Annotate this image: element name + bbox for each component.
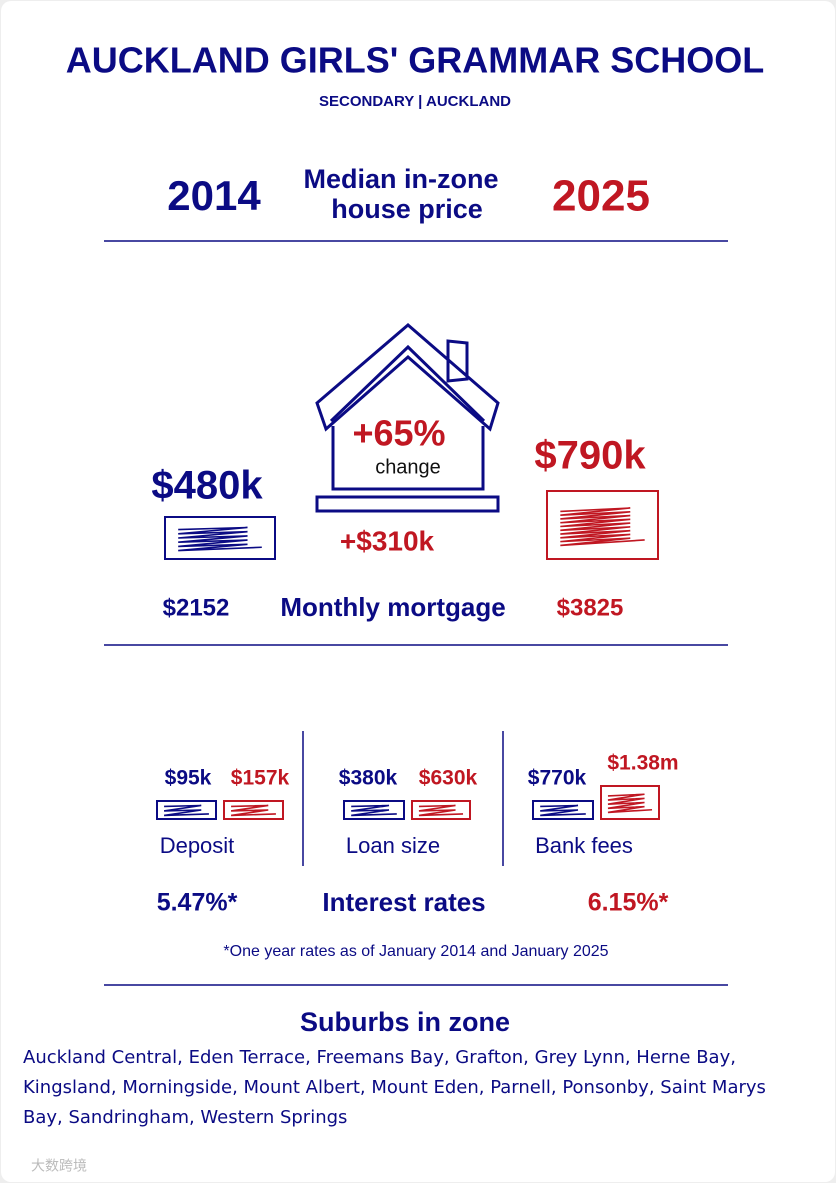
- watermark: 大数跨境: [31, 1158, 87, 1174]
- suburbs-title: Suburbs in zone: [300, 1007, 510, 1037]
- year-from: 2014: [167, 172, 261, 219]
- cost-label: Bank fees: [535, 833, 633, 858]
- change-amount: +$310k: [340, 525, 435, 556]
- scribble-icon: [156, 800, 217, 820]
- cost-to: $157k: [231, 767, 290, 790]
- price-from: $480k: [151, 464, 263, 508]
- title: AUCKLAND GIRLS' GRAMMAR SCHOOL: [66, 40, 765, 81]
- year-to: 2025: [552, 172, 650, 221]
- cost-from: $770k: [528, 767, 587, 790]
- cost-label: Loan size: [346, 833, 440, 858]
- house-icon: [315, 323, 500, 513]
- scribble-icon: [223, 800, 284, 820]
- scribble-icon: [532, 800, 594, 820]
- subtitle: SECONDARY | AUCKLAND: [319, 93, 511, 110]
- compare-label: Median in-zone: [304, 164, 499, 194]
- mortgage-label: Monthly mortgage: [280, 592, 505, 622]
- scribble-icon: [600, 785, 660, 820]
- cost-to: $1.38m: [607, 752, 678, 775]
- mortgage-from: $2152: [163, 594, 230, 621]
- suburbs-list: Auckland Central, Eden Terrace, Freemans…: [23, 1047, 766, 1128]
- scribble-icon: [164, 516, 276, 560]
- cost-label: Deposit: [160, 833, 235, 858]
- interest-label: Interest rates: [322, 887, 485, 917]
- interest-to: 6.15%*: [588, 889, 669, 917]
- scribble-icon: [411, 800, 471, 820]
- cost-to: $630k: [419, 767, 478, 790]
- compare-label: house price: [331, 194, 483, 224]
- scribble-icon: [546, 490, 659, 560]
- cost-from: $380k: [339, 767, 398, 790]
- scribble-icon: [343, 800, 405, 820]
- change-label: change: [375, 456, 441, 478]
- interest-from: 5.47%*: [157, 889, 238, 917]
- change-pct: +65%: [352, 413, 445, 454]
- cost-from: $95k: [165, 767, 212, 790]
- price-to: $790k: [534, 434, 646, 478]
- footnote: *One year rates as of January 2014 and J…: [223, 943, 608, 960]
- mortgage-to: $3825: [557, 594, 624, 621]
